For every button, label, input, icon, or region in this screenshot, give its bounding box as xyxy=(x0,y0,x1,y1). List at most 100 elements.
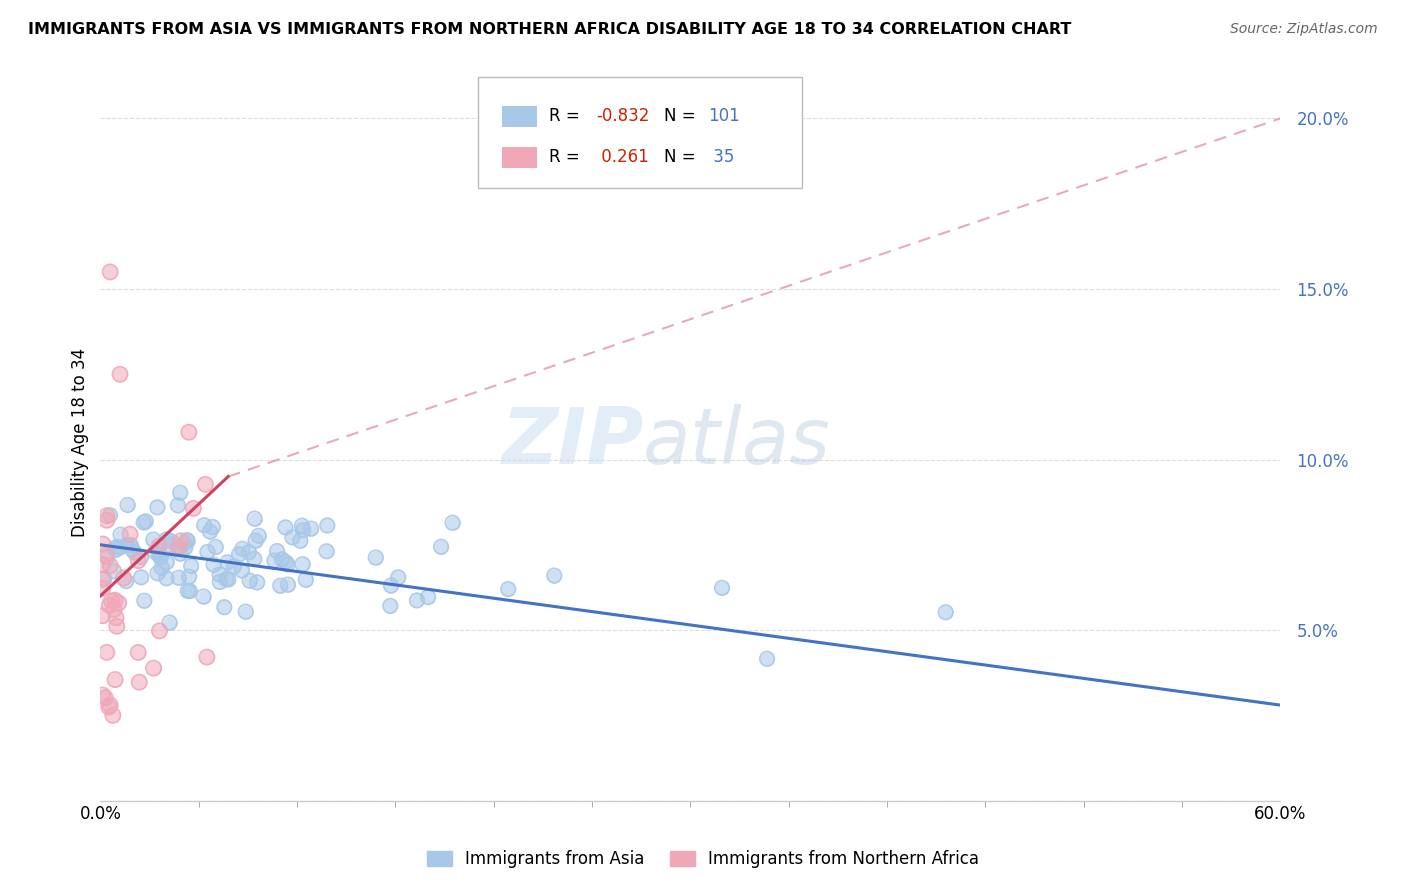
Point xyxy=(291,558,314,572)
Point xyxy=(290,533,312,548)
Point xyxy=(441,516,464,530)
Point xyxy=(94,548,117,562)
Point xyxy=(155,555,177,569)
Point xyxy=(91,608,114,623)
Point xyxy=(543,568,565,582)
Point xyxy=(177,584,200,599)
Point xyxy=(96,508,118,523)
Point xyxy=(104,542,127,557)
Point xyxy=(155,533,177,547)
Point xyxy=(148,539,170,553)
Point xyxy=(148,539,170,553)
Point xyxy=(142,661,165,675)
Point xyxy=(276,558,298,572)
Point xyxy=(271,552,294,566)
Point xyxy=(148,547,170,561)
Point xyxy=(115,574,138,588)
Point xyxy=(127,645,149,659)
Point xyxy=(176,533,198,548)
Point xyxy=(146,566,169,581)
Point xyxy=(231,541,253,556)
Point xyxy=(159,615,181,630)
Point xyxy=(148,624,170,638)
Point xyxy=(214,600,236,615)
Point xyxy=(128,675,150,690)
Text: ZIP: ZIP xyxy=(501,404,643,481)
Point xyxy=(387,570,409,584)
Point xyxy=(294,573,316,587)
Point xyxy=(103,602,125,616)
Point xyxy=(380,578,402,592)
Point xyxy=(105,619,128,633)
Point xyxy=(177,584,200,599)
Point xyxy=(198,524,221,539)
Point xyxy=(96,513,118,527)
Point xyxy=(98,508,121,523)
Point xyxy=(263,553,285,567)
Point xyxy=(228,547,250,561)
Point xyxy=(195,650,218,665)
Point xyxy=(496,582,519,596)
Point xyxy=(215,572,238,586)
Point xyxy=(201,520,224,534)
Point xyxy=(129,570,152,584)
Point xyxy=(217,573,239,587)
Point xyxy=(496,582,519,596)
Point xyxy=(148,547,170,561)
Point xyxy=(100,594,122,608)
Point xyxy=(132,516,155,530)
Point xyxy=(173,536,195,550)
Point xyxy=(441,516,464,530)
Point xyxy=(710,581,733,595)
Point xyxy=(274,520,297,534)
Text: atlas: atlas xyxy=(643,404,831,481)
Point xyxy=(235,605,257,619)
Point xyxy=(179,584,201,599)
Point xyxy=(91,582,114,596)
Point xyxy=(239,574,262,588)
Point xyxy=(110,527,132,541)
Point xyxy=(166,499,188,513)
Point xyxy=(98,558,121,573)
FancyBboxPatch shape xyxy=(502,106,537,128)
Point xyxy=(315,544,337,558)
Point xyxy=(174,541,197,555)
Point xyxy=(266,544,288,558)
Point xyxy=(107,596,129,610)
Point xyxy=(214,600,236,615)
Point xyxy=(217,555,239,569)
FancyBboxPatch shape xyxy=(502,146,537,168)
Point xyxy=(215,572,238,586)
Point xyxy=(277,577,299,591)
Point xyxy=(316,518,339,533)
Point xyxy=(315,544,337,558)
Point xyxy=(121,541,143,556)
Point xyxy=(281,530,304,544)
Point xyxy=(146,500,169,515)
Point xyxy=(935,605,957,619)
Point xyxy=(416,590,439,604)
Point xyxy=(193,590,215,604)
Point xyxy=(101,708,124,723)
Point xyxy=(177,425,200,440)
Point xyxy=(135,515,157,529)
Point xyxy=(96,550,118,565)
Point xyxy=(387,570,409,584)
Point xyxy=(96,508,118,523)
Point xyxy=(98,599,121,613)
Point xyxy=(169,540,191,554)
Point xyxy=(198,524,221,539)
Point xyxy=(105,540,128,554)
Point xyxy=(91,537,114,551)
Point xyxy=(112,571,135,585)
Point xyxy=(180,559,202,574)
Point xyxy=(238,545,260,559)
Point xyxy=(208,567,231,582)
Point xyxy=(143,545,166,559)
Point xyxy=(108,368,131,382)
Point xyxy=(129,570,152,584)
Point xyxy=(98,508,121,523)
Point xyxy=(202,558,225,572)
Point xyxy=(193,518,215,533)
Point xyxy=(247,529,270,543)
